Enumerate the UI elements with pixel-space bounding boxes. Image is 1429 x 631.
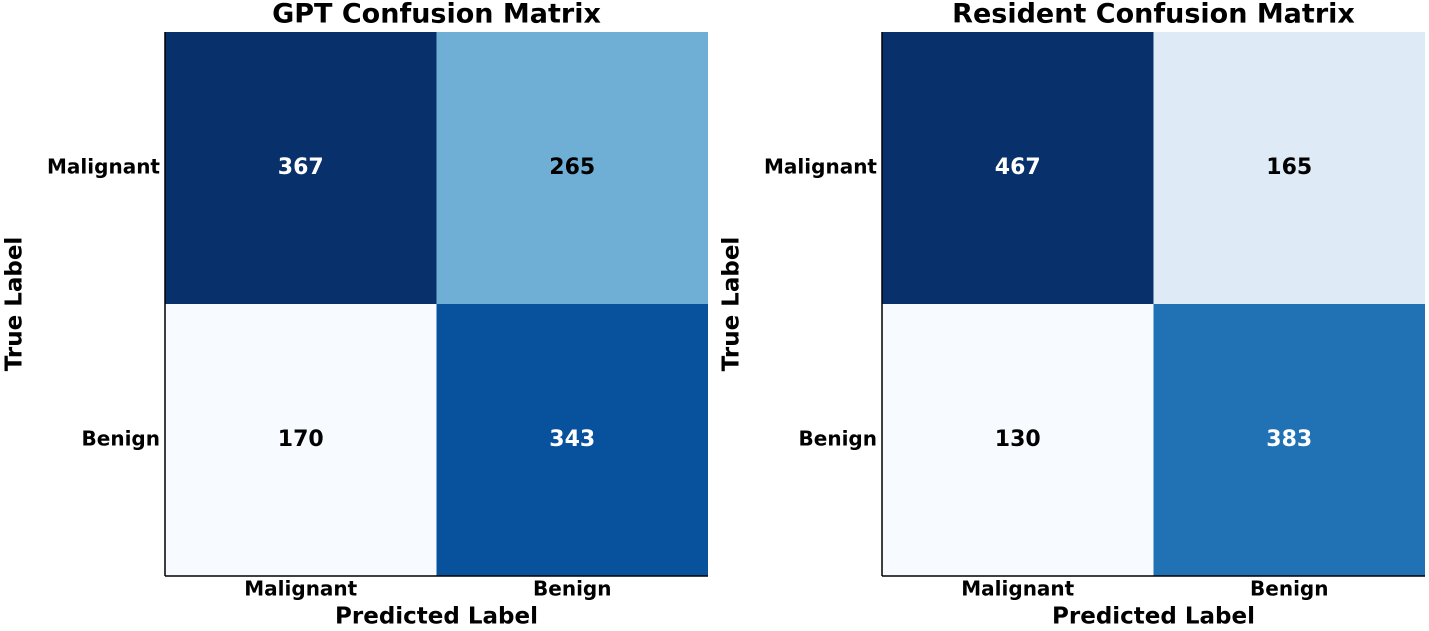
x-tick-label: Benign xyxy=(1250,577,1328,601)
cell-label: 467 xyxy=(995,155,1041,180)
cell xyxy=(436,32,708,304)
y-axis-label: True Label xyxy=(2,237,28,372)
cell-label: 343 xyxy=(549,427,595,452)
y-tick-label: Malignant xyxy=(764,155,877,179)
chart-title: GPT Confusion Matrix xyxy=(272,0,601,30)
cell xyxy=(1153,304,1425,576)
x-axis-label: Predicted Label xyxy=(335,604,538,630)
cell xyxy=(1153,32,1425,304)
y-axis-label: True Label xyxy=(719,237,745,372)
chart-title: Resident Confusion Matrix xyxy=(952,0,1355,30)
cell xyxy=(882,304,1154,576)
cell-label: 265 xyxy=(549,155,595,180)
cell-label: 383 xyxy=(1266,427,1312,452)
cell xyxy=(165,32,437,304)
x-axis-label: Predicted Label xyxy=(1052,604,1255,630)
cell-label: 130 xyxy=(995,427,1041,452)
cell-label: 165 xyxy=(1266,155,1312,180)
cell xyxy=(882,32,1154,304)
cell-label: 170 xyxy=(278,427,324,452)
x-tick-label: Malignant xyxy=(244,577,357,601)
y-tick-label: Benign xyxy=(82,427,160,451)
y-tick-label: Benign xyxy=(799,427,877,451)
cell xyxy=(436,304,708,576)
x-tick-label: Benign xyxy=(533,577,611,601)
y-tick-label: Malignant xyxy=(47,155,160,179)
cell-label: 367 xyxy=(278,155,324,180)
cell xyxy=(165,304,437,576)
x-tick-label: Malignant xyxy=(961,577,1074,601)
